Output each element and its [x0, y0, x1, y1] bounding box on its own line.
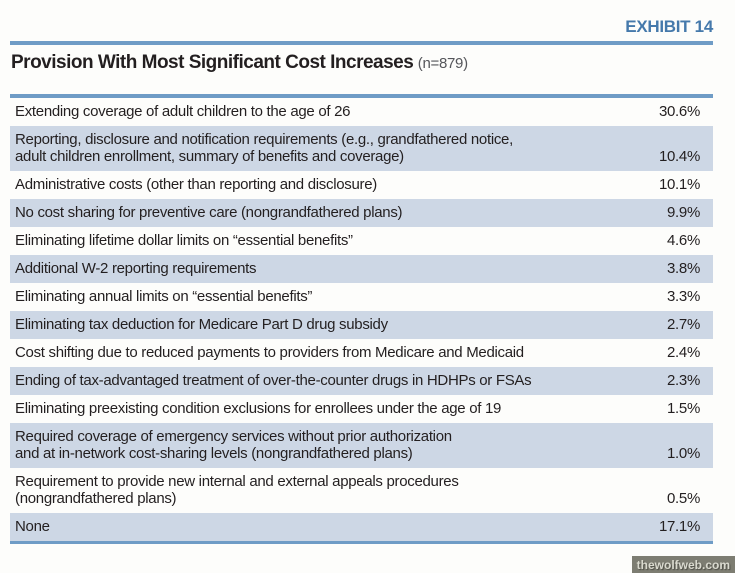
table-row: Eliminating annual limits on “essential … — [10, 283, 713, 311]
page-title: Provision With Most Significant Cost Inc… — [11, 52, 414, 73]
percent-value: 1.0% — [667, 445, 700, 462]
top-rule — [10, 41, 713, 45]
provision-label: None — [15, 518, 50, 535]
provision-label: Eliminating preexisting condition exclus… — [15, 400, 502, 417]
percent-value: 17.1% — [658, 518, 700, 535]
sample-size-note: (n=879) — [417, 55, 468, 72]
table-bottom-rule — [10, 541, 713, 544]
table-row: Extending coverage of adult children to … — [10, 98, 713, 126]
table-row: Eliminating tax deduction for Medicare P… — [10, 311, 713, 339]
watermark: thewolfweb.com — [631, 556, 735, 573]
provision-label: Additional W-2 reporting requirements — [15, 260, 257, 277]
percent-value: 9.9% — [667, 204, 700, 221]
provision-label: Cost shifting due to reduced payments to… — [15, 344, 524, 361]
provision-label: Eliminating tax deduction for Medicare P… — [15, 316, 388, 333]
provision-label: Eliminating annual limits on “essential … — [15, 288, 313, 305]
provision-label: Extending coverage of adult children to … — [15, 103, 351, 120]
percent-value: 3.8% — [667, 260, 700, 277]
provision-label: Required coverage of emergency services … — [15, 428, 452, 462]
table-row: Additional W-2 reporting requirements 3.… — [10, 255, 713, 283]
table-row: Reporting, disclosure and notification r… — [10, 126, 713, 171]
table-row: None 17.1% — [10, 513, 713, 541]
table-top-rule — [10, 94, 713, 98]
provision-label: Administrative costs (other than reporti… — [15, 176, 377, 193]
provision-label: Eliminating lifetime dollar limits on “e… — [15, 232, 353, 249]
provision-label: Reporting, disclosure and notification r… — [15, 131, 513, 165]
exhibit-number-label: EXHIBIT 14 — [625, 17, 713, 36]
percent-value: 1.5% — [667, 400, 700, 417]
percent-value: 3.3% — [667, 288, 700, 305]
title-block: Provision With Most Significant Cost Inc… — [10, 45, 713, 94]
exhibit-content: EXHIBIT 14 Provision With Most Significa… — [10, 0, 713, 544]
table-row: Required coverage of emergency services … — [10, 423, 713, 468]
percent-value: 30.6% — [658, 103, 700, 120]
table-row: Eliminating preexisting condition exclus… — [10, 395, 713, 423]
provision-label: Requirement to provide new internal and … — [15, 473, 459, 507]
percent-value: 2.4% — [667, 344, 700, 361]
percent-value: 2.7% — [667, 316, 700, 333]
table-row: Cost shifting due to reduced payments to… — [10, 339, 713, 367]
provisions-table: Extending coverage of adult children to … — [10, 98, 713, 541]
percent-value: 0.5% — [667, 490, 700, 507]
table-row: Ending of tax-advantaged treatment of ov… — [10, 367, 713, 395]
percent-value: 10.4% — [658, 148, 700, 165]
table-row: No cost sharing for preventive care (non… — [10, 199, 713, 227]
table-row: Eliminating lifetime dollar limits on “e… — [10, 227, 713, 255]
table-row: Requirement to provide new internal and … — [10, 468, 713, 513]
provision-label: Ending of tax-advantaged treatment of ov… — [15, 372, 532, 389]
percent-value: 2.3% — [667, 372, 700, 389]
percent-value: 10.1% — [658, 176, 700, 193]
provision-label: No cost sharing for preventive care (non… — [15, 204, 403, 221]
percent-value: 4.6% — [667, 232, 700, 249]
table-row: Administrative costs (other than reporti… — [10, 171, 713, 199]
